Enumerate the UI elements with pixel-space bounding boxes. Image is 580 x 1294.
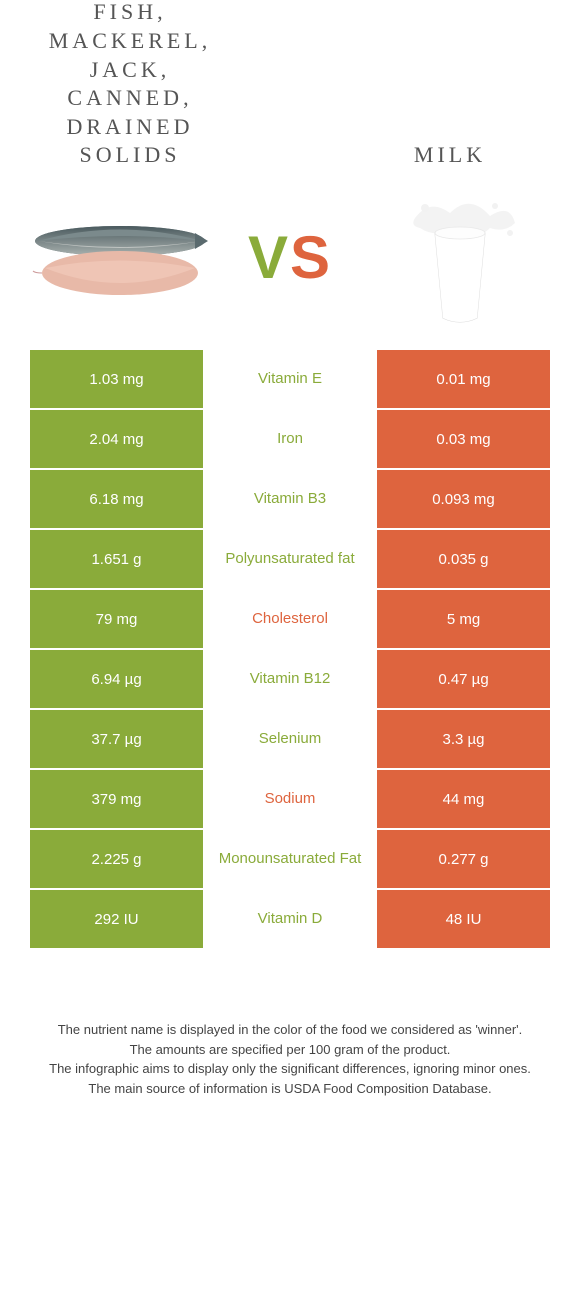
table-row: 2.04 mgIron0.03 mg — [30, 410, 550, 468]
left-value: 379 mg — [30, 770, 203, 828]
right-value: 0.47 µg — [377, 650, 550, 708]
table-row: 37.7 µgSelenium3.3 µg — [30, 710, 550, 768]
vs-s: S — [290, 224, 332, 291]
table-row: 1.03 mgVitamin E0.01 mg — [30, 350, 550, 408]
left-value: 1.03 mg — [30, 350, 203, 408]
nutrient-name: Vitamin B12 — [203, 650, 377, 708]
right-value: 0.01 mg — [377, 350, 550, 408]
milk-glass-icon — [395, 188, 525, 328]
nutrient-name: Sodium — [203, 770, 377, 828]
mackerel-icon — [30, 213, 210, 303]
table-row: 79 mgCholesterol5 mg — [30, 590, 550, 648]
left-food-title: FISH, MACKEREL, JACK, CANNED, DRAINED SO… — [30, 0, 230, 170]
nutrient-name: Vitamin E — [203, 350, 377, 408]
images-row: VS — [0, 180, 580, 350]
right-value: 0.03 mg — [377, 410, 550, 468]
table-row: 379 mgSodium44 mg — [30, 770, 550, 828]
right-food-title: MILK — [350, 141, 550, 170]
vs-v: V — [248, 224, 290, 291]
vs-label: VS — [248, 223, 332, 292]
right-value: 5 mg — [377, 590, 550, 648]
left-value: 2.04 mg — [30, 410, 203, 468]
footer-notes: The nutrient name is displayed in the co… — [0, 950, 580, 1118]
left-value: 6.94 µg — [30, 650, 203, 708]
nutrient-name: Cholesterol — [203, 590, 377, 648]
footer-line-2: The amounts are specified per 100 gram o… — [30, 1040, 550, 1060]
right-value: 0.035 g — [377, 530, 550, 588]
footer-line-4: The main source of information is USDA F… — [30, 1079, 550, 1099]
table-row: 6.94 µgVitamin B120.47 µg — [30, 650, 550, 708]
nutrient-name: Vitamin D — [203, 890, 377, 948]
footer-line-3: The infographic aims to display only the… — [30, 1059, 550, 1079]
left-value: 6.18 mg — [30, 470, 203, 528]
table-row: 6.18 mgVitamin B30.093 mg — [30, 470, 550, 528]
comparison-table: 1.03 mgVitamin E0.01 mg2.04 mgIron0.03 m… — [0, 350, 580, 948]
left-value: 37.7 µg — [30, 710, 203, 768]
right-value: 0.093 mg — [377, 470, 550, 528]
nutrient-name: Vitamin B3 — [203, 470, 377, 528]
nutrient-name: Iron — [203, 410, 377, 468]
left-value: 292 IU — [30, 890, 203, 948]
right-value: 44 mg — [377, 770, 550, 828]
footer-line-1: The nutrient name is displayed in the co… — [30, 1020, 550, 1040]
milk-image — [370, 188, 550, 328]
left-value: 1.651 g — [30, 530, 203, 588]
right-value: 0.277 g — [377, 830, 550, 888]
table-row: 292 IUVitamin D48 IU — [30, 890, 550, 948]
fish-image — [30, 188, 210, 328]
nutrient-name: Polyunsaturated fat — [203, 530, 377, 588]
right-value: 48 IU — [377, 890, 550, 948]
table-row: 1.651 gPolyunsaturated fat0.035 g — [30, 530, 550, 588]
left-value: 79 mg — [30, 590, 203, 648]
table-row: 2.225 gMonounsaturated Fat0.277 g — [30, 830, 550, 888]
left-value: 2.225 g — [30, 830, 203, 888]
nutrient-name: Selenium — [203, 710, 377, 768]
right-value: 3.3 µg — [377, 710, 550, 768]
nutrient-name: Monounsaturated Fat — [203, 830, 377, 888]
header: FISH, MACKEREL, JACK, CANNED, DRAINED SO… — [0, 0, 580, 180]
